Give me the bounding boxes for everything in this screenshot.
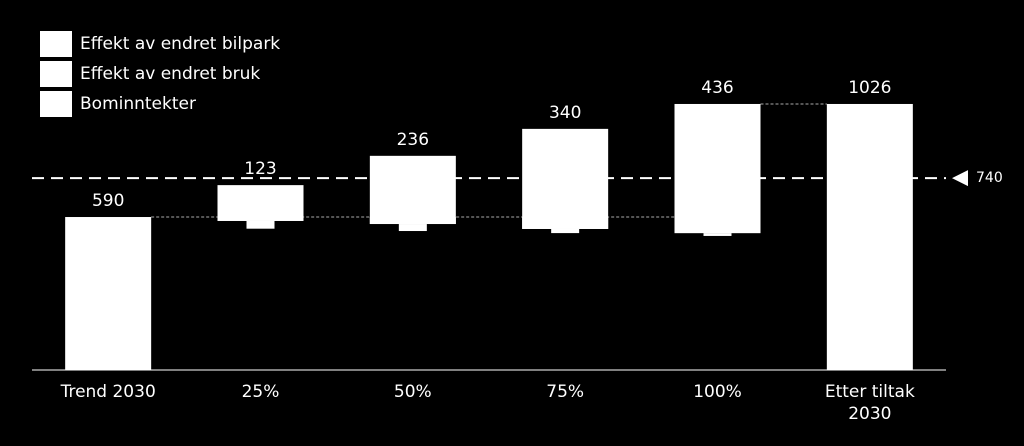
bar	[65, 217, 152, 370]
bar-segment	[522, 128, 609, 229]
bar-segment	[551, 228, 580, 234]
x-tick-label: 75%	[546, 382, 584, 402]
legend-swatch	[40, 61, 72, 87]
bar-segment	[703, 233, 732, 236]
value-label: 123	[244, 159, 276, 179]
bar	[826, 103, 913, 371]
legend-swatch	[40, 31, 72, 57]
reference-marker	[952, 170, 968, 187]
bar-segment	[217, 185, 304, 221]
bar-segment	[369, 155, 456, 225]
x-tick-label: 50%	[394, 382, 432, 402]
reference-label: 740	[976, 170, 1003, 186]
value-label: 236	[397, 130, 429, 150]
legend-label: Bominntekter	[80, 94, 196, 114]
bar-segment	[674, 103, 761, 234]
value-label: 590	[92, 191, 124, 211]
value-label: 340	[549, 103, 581, 123]
bar-segment	[246, 220, 275, 229]
x-tick-label: 25%	[242, 382, 280, 402]
x-tick-label: Trend 2030	[60, 382, 156, 402]
legend-swatch	[40, 91, 72, 117]
x-tick-label: Etter tiltak 2030	[825, 382, 915, 424]
legend-label: Effekt av endret bilpark	[80, 34, 280, 54]
legend-label: Effekt av endret bruk	[80, 64, 260, 84]
x-tick-label: 100%	[693, 382, 742, 402]
bar-segment	[398, 224, 427, 232]
value-label: 1026	[848, 78, 891, 98]
value-label: 436	[701, 78, 733, 98]
